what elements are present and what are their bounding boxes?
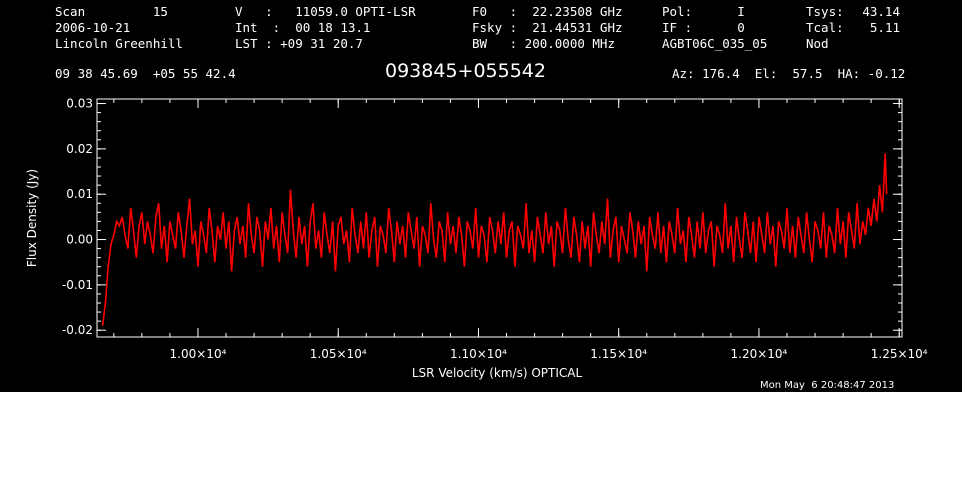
header-lst: LST : +09 31 20.7 xyxy=(235,36,363,51)
x-tick-label: 1.05×10⁴ xyxy=(310,347,367,361)
y-tick-label: 0.02 xyxy=(66,142,93,156)
y-tick-label: 0.03 xyxy=(66,97,93,111)
header-integration: Int : 00 18 13.1 xyxy=(235,20,371,35)
spectrum-chart: -0.02 -0.01 0.00 0.01 0.02 0.03 1.00×10⁴ 1.05×1… xyxy=(25,97,928,380)
header-f0: F0 : 22.23508 GHz xyxy=(472,4,623,19)
x-tick-label: 1.15×10⁴ xyxy=(590,347,647,361)
header-bw: BW : 200.0000 MHz xyxy=(472,36,615,51)
x-tick-label: 1.00×10⁴ xyxy=(170,347,227,361)
header-nod: Nod xyxy=(806,36,829,51)
y-tick-label: 0.01 xyxy=(66,187,93,201)
plot-frame xyxy=(0,0,962,392)
header-date: 2006-10-21 xyxy=(55,20,131,35)
header-azel: Az: 176.4 El: 57.5 HA: -0.12 xyxy=(672,66,906,81)
spectrum-trace xyxy=(101,153,888,326)
x-tick-label: 1.20×10⁴ xyxy=(731,347,788,361)
header-fsky: Fsky : 21.44531 GHz xyxy=(472,20,623,35)
header-tsys-label: Tsys: xyxy=(806,4,844,19)
x-axis-label: LSR Velocity (km/s) OPTICAL xyxy=(412,366,583,380)
header-coords: 09 38 45.69 +05 55 42.4 xyxy=(55,66,236,81)
x-tick-label: 1.25×10⁴ xyxy=(871,347,928,361)
header-velocity: V : 11059.0 OPTI-LSR xyxy=(235,4,416,19)
y-tick-label: -0.02 xyxy=(62,323,93,337)
plot-box xyxy=(96,98,903,338)
y-tick-label: -0.01 xyxy=(62,278,93,292)
header-observer: Lincoln Greenhill xyxy=(55,36,183,51)
y-tick-label: 0.00 xyxy=(66,233,93,247)
source-name: 093845+055542 xyxy=(385,60,546,82)
x-tick-label: 1.10×10⁴ xyxy=(450,347,507,361)
y-axis-label: Flux Density (Jy) xyxy=(25,169,39,267)
timestamp: Mon May 6 20:48:47 2013 xyxy=(760,380,895,391)
header-scan: Scan 15 xyxy=(55,4,168,19)
header-pol: Pol: I xyxy=(662,4,745,19)
header-if: IF : 0 xyxy=(662,20,745,35)
header-project: AGBT06C_035_05 xyxy=(662,36,768,51)
header-tcal-value: 5.11 xyxy=(869,20,900,35)
header-tsys-value: 43.14 xyxy=(862,4,900,19)
header-tcal-label: Tcal: xyxy=(806,20,844,35)
